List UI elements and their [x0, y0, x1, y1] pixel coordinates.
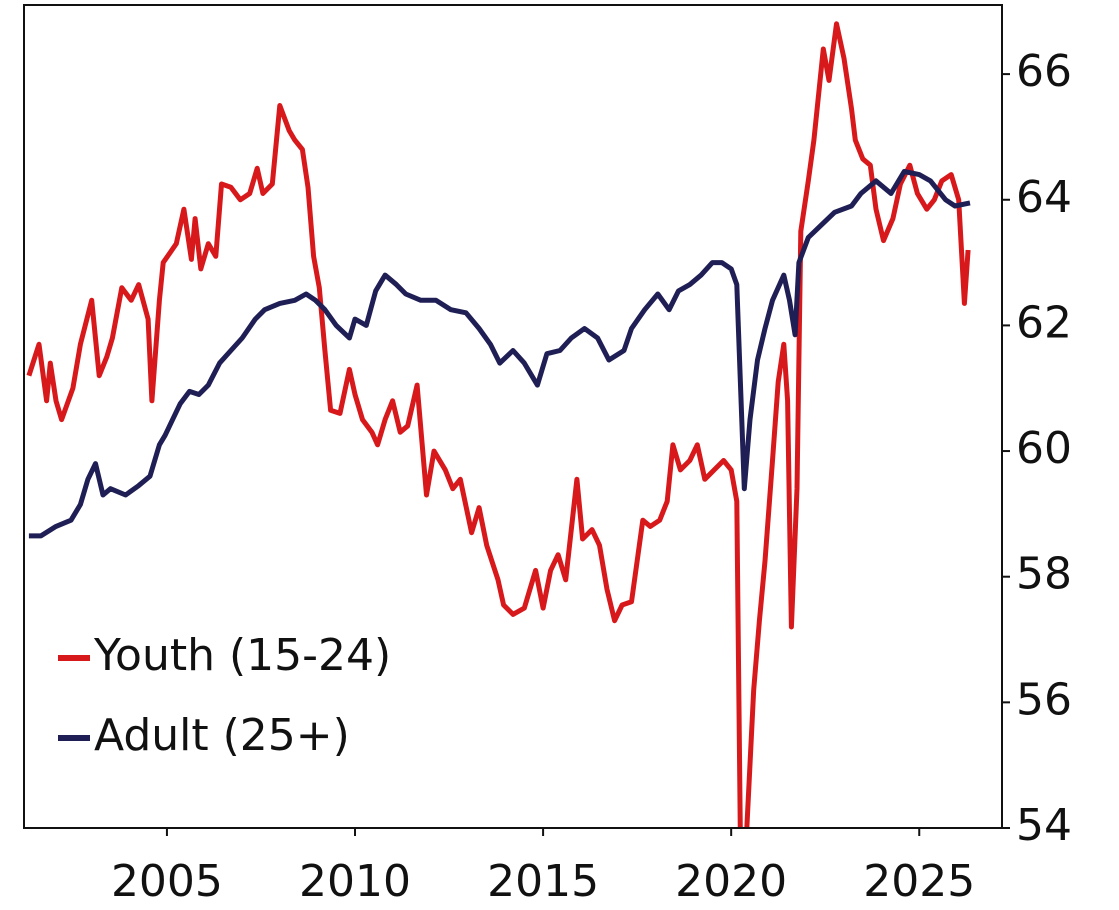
series-line: [28, 169, 971, 539]
y-tick-label: 58: [1016, 549, 1072, 600]
y-tick-label: 56: [1016, 674, 1072, 725]
y-tick-label: 60: [1016, 423, 1072, 474]
x-tick-label: 2015: [487, 856, 599, 907]
series-line: [26, 21, 971, 828]
legend-label: Youth (15-24): [93, 630, 391, 681]
x-tick-label: 2005: [111, 856, 223, 907]
x-tick-label: 2025: [863, 856, 975, 907]
y-tick-label: 66: [1016, 46, 1072, 97]
x-tick-label: 2020: [675, 856, 787, 907]
x-tick-label: 2010: [299, 856, 411, 907]
plot-frame: [23, 4, 1003, 829]
plot-area: [26, 21, 971, 828]
y-tick-label: 64: [1016, 172, 1072, 223]
y-tick-label: 54: [1016, 800, 1072, 851]
legend-label: Adult (25+): [94, 710, 350, 761]
y-tick-label: 62: [1016, 297, 1072, 348]
